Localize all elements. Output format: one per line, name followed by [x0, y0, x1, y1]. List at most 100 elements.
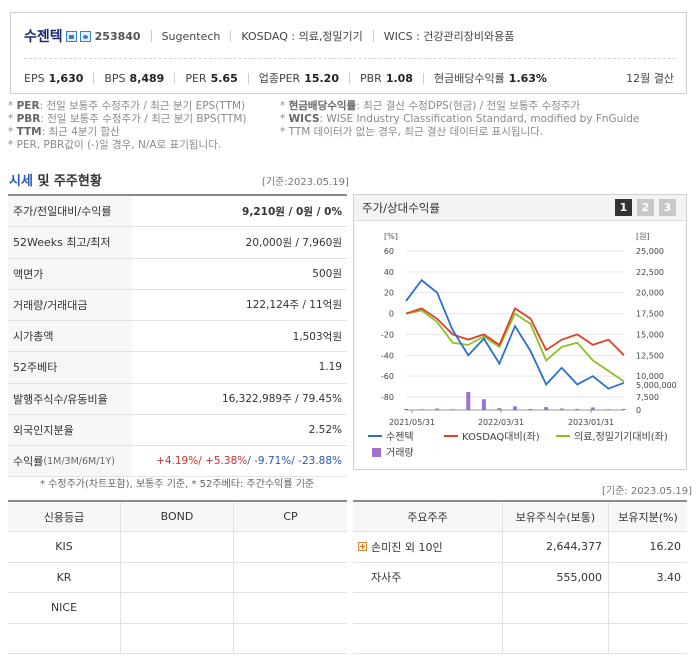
row-value: 1.19	[318, 361, 342, 374]
table-row: 발행주식수/유동비율 16,322,989주 / 79.45%	[8, 383, 347, 415]
legend-label: 거래량	[386, 447, 414, 459]
table-row: 자사주 555,000 3.40	[353, 562, 687, 593]
cp-rating	[234, 624, 347, 654]
section-title: 시세 및 주주현황	[9, 170, 102, 189]
settlement-month: 12월 결산	[626, 72, 674, 85]
row-value: 16,322,989주 / 79.45%	[221, 393, 342, 406]
table-row: 52Weeks 최고/최저 20,000원 / 7,960원	[8, 227, 347, 259]
row-label: 수익률 (1M/3M/6M/1Y)	[8, 446, 132, 477]
section-title-rest: 및 주주현황	[32, 174, 102, 189]
sector-relative-line	[405, 309, 625, 383]
legend-swatch	[372, 448, 381, 457]
row-value: 9,210원 / 0원 / 0%	[132, 204, 347, 219]
price-value: 9,210원 / 0원 / 0%	[242, 205, 342, 218]
cp-rating	[234, 563, 347, 593]
row-value: 20,000원 / 7,960원	[245, 236, 342, 249]
returns-periods: (1M/3M/6M/1Y)	[43, 455, 115, 467]
dividend-yield-value: 1.63%	[508, 71, 547, 85]
right-tick-label: 12,500	[636, 351, 664, 360]
table-header: 주요주주 보유주식수(보통) 보유지분(%)	[353, 502, 687, 532]
left-axis-unit: [%]	[384, 232, 398, 241]
table-row: 수익률 (1M/3M/6M/1Y) +4.19%/ +5.38%/ -9.71%…	[8, 446, 347, 478]
table-row	[353, 623, 687, 654]
column-header: 주요주주	[353, 502, 503, 531]
cp-rating	[234, 532, 347, 562]
note-text: : 최근 4분기 합산	[41, 126, 120, 138]
table-row: KIS	[8, 532, 347, 563]
left-tick-label: -20	[381, 330, 394, 339]
volume-bar	[544, 407, 549, 410]
table-row: 주가/전일대비/수익률 9,210원 / 0원 / 0%	[8, 196, 347, 228]
row-label: 52Weeks 최고/최저	[8, 227, 132, 258]
shareholder-name[interactable]: + 손미진 외 10인	[353, 532, 503, 562]
row-label: 액면가	[8, 258, 132, 289]
chart-page-2-button[interactable]: 2	[637, 199, 654, 216]
return-1y: -23.88%	[298, 455, 342, 468]
circle-icon[interactable]	[79, 30, 91, 42]
shareholder-name: 자사주	[353, 562, 503, 592]
ownership-pct: 16.20	[649, 540, 682, 554]
legend-label: KOSDAQ대비(좌)	[462, 431, 540, 443]
section-title-highlight: 시세	[9, 174, 33, 189]
row-label: 거래량/거래대금	[8, 289, 132, 320]
metrics-row: EPS 1,630 BPS 8,489 PER 5.65 업종PER 15.20 PBR…	[24, 70, 674, 86]
right-tick-label: 25,000	[636, 247, 664, 256]
row-value: 2.52%	[308, 423, 342, 436]
chart-page-1-button[interactable]: 1	[615, 199, 632, 216]
bps-value: 8,489	[129, 71, 165, 85]
x-tick-label: 2023/01/31	[568, 418, 614, 427]
stock-price-line	[405, 278, 625, 390]
divider	[247, 72, 249, 84]
note-key: WICS	[288, 113, 320, 125]
shareholder-name	[353, 623, 503, 653]
note-key: 현금배당수익률	[288, 100, 357, 112]
legend-label: 의료,정밀기기대비(좌)	[574, 431, 668, 443]
chart-header: 주가/상대수익률 1 2 3	[354, 195, 686, 221]
company-title-row: 수젠텍 253840 Sugentech KOSDAQ : 의료,정밀기기 WI…	[24, 25, 514, 47]
shares-held: 555,000	[503, 562, 609, 592]
left-tick-label: 20	[384, 289, 394, 298]
left-tick-label: -40	[381, 351, 394, 360]
expand-plus-icon[interactable]: +	[358, 542, 367, 552]
definition-notes: * PER: 전일 보통주 수정주가 / 최근 분기 EPS(TTM) * 현금…	[8, 100, 640, 151]
shareholder-name	[353, 593, 503, 623]
x-tick-label: 2022/03/31	[478, 418, 524, 427]
table-row	[353, 593, 687, 624]
volume-bar	[435, 408, 440, 410]
right-tick-label: 22,500	[636, 268, 664, 277]
english-name: Sugentech	[161, 29, 221, 43]
sector-per-label: 업종PER	[258, 72, 301, 85]
table-row: 52주베타 1.19	[8, 352, 347, 384]
basis-date: [기준: 2023.05.19]	[602, 486, 693, 497]
column-header: 신용등급	[8, 502, 121, 531]
volume-bar	[450, 409, 455, 410]
right-tick-label: 20,000	[636, 289, 664, 298]
note-text: * PER, PBR값이 (-)일 경우, N/A로 표기됩니다.	[8, 139, 222, 151]
pbr-label: PBR	[359, 71, 382, 85]
pbr-value: 1.08	[385, 71, 413, 85]
return-1m: +4.19%	[156, 455, 199, 468]
eps-label: EPS	[24, 71, 45, 85]
agency-name	[8, 623, 121, 653]
volume-bar	[575, 408, 580, 410]
dividend-yield-label: 현금배당수익률	[433, 72, 505, 85]
note-text: : 전일 보통주 수정주가 / 최근 분기 BPS(TTM)	[40, 113, 247, 125]
volume-tick-label: 5,000,000	[636, 381, 677, 390]
volume-bar	[513, 406, 517, 410]
table-footnote: * 수정주가(차트포함), 보통주 기준, * 52주베타: 주간수익률 기준	[40, 479, 315, 490]
price-chart: [%] [원] 60 40 20 0 -20 -40 -60 -80 25,000 22,500 20,…	[368, 232, 677, 459]
legend-label: 수젠텍	[386, 431, 414, 443]
market-label: KOSDAQ : 의료,정밀기기	[241, 30, 363, 43]
left-tick-label: 60	[384, 247, 394, 256]
shares-held: 2,644,377	[503, 532, 609, 562]
home-icon[interactable]	[65, 30, 77, 42]
divider	[422, 72, 424, 84]
agency-name: NICE	[8, 593, 121, 623]
return-sep: /	[291, 455, 299, 468]
volume-bar	[528, 408, 533, 410]
table-row: + 손미진 외 10인 2,644,377 16.20	[353, 532, 687, 563]
chart-page-3-button[interactable]: 3	[659, 199, 676, 216]
left-tick-label: -80	[381, 393, 394, 402]
row-label: 발행주식수/유동비율	[8, 383, 132, 414]
chart-title: 주가/상대수익률	[362, 200, 440, 215]
